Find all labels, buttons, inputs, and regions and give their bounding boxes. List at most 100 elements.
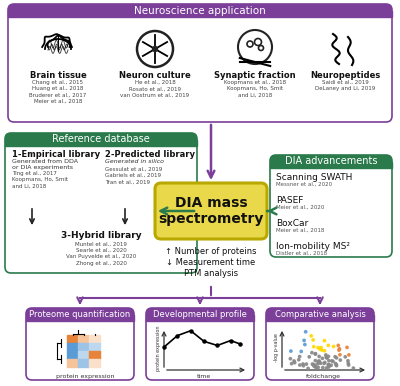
Point [298, 349, 304, 355]
Point [344, 344, 350, 350]
Text: Brain tissue: Brain tissue [30, 71, 86, 80]
Point [310, 344, 317, 350]
Text: Meier et al., 2018: Meier et al., 2018 [276, 228, 324, 233]
FancyBboxPatch shape [5, 133, 197, 146]
Point [302, 329, 309, 335]
Text: Developmental profile: Developmental profile [153, 310, 247, 319]
Bar [78, 359, 88, 366]
Bar [89, 351, 100, 359]
Point [333, 362, 340, 368]
Text: Ion-mobility MS²: Ion-mobility MS² [276, 242, 350, 251]
Point [326, 364, 332, 370]
Bar [67, 335, 78, 342]
Point [312, 351, 318, 357]
Bar [26, 315, 134, 321]
Point [310, 362, 316, 368]
Point [346, 352, 352, 358]
Point [314, 364, 320, 371]
Point [332, 361, 339, 367]
Point [328, 362, 334, 368]
Point [329, 358, 335, 364]
Point [345, 358, 351, 364]
Text: Comparative analysis: Comparative analysis [274, 310, 366, 319]
Point [320, 364, 326, 371]
Text: Proteome quantification: Proteome quantification [29, 310, 131, 319]
FancyBboxPatch shape [270, 155, 392, 168]
Text: Saidi et al., 2019
DeLaney and Li, 2019: Saidi et al., 2019 DeLaney and Li, 2019 [315, 80, 375, 91]
Point [311, 363, 317, 369]
FancyBboxPatch shape [5, 133, 197, 273]
Point [309, 361, 316, 367]
Point [301, 337, 307, 344]
Bar [67, 343, 78, 350]
Text: foldchange: foldchange [306, 374, 340, 379]
Point [319, 347, 325, 353]
Point [325, 353, 332, 359]
Text: DIA mass
spectrometry: DIA mass spectrometry [158, 196, 264, 226]
FancyBboxPatch shape [26, 308, 134, 380]
FancyBboxPatch shape [8, 4, 392, 17]
Point [317, 346, 323, 352]
Point [305, 365, 311, 371]
Point [318, 345, 324, 351]
Bar [67, 351, 78, 359]
Text: Messner et al., 2020: Messner et al., 2020 [276, 182, 332, 187]
Point [288, 348, 294, 354]
Text: Synaptic fraction: Synaptic fraction [214, 71, 296, 80]
Bar [146, 315, 254, 321]
Text: Gessulat et al., 2019
Gabriels et al., 2019
Tran et al., 2019: Gessulat et al., 2019 Gabriels et al., 2… [105, 167, 162, 185]
Point [324, 355, 330, 361]
Point [306, 354, 312, 360]
Point [333, 355, 340, 361]
Point [315, 358, 321, 364]
Bar [89, 335, 100, 342]
Point [326, 358, 332, 364]
FancyBboxPatch shape [266, 308, 374, 321]
Text: He et al., 2018
Rosato et al., 2019
van Oostrum et al., 2019: He et al., 2018 Rosato et al., 2019 van … [120, 80, 190, 98]
Point [323, 352, 329, 358]
Bar [78, 351, 88, 359]
Text: Generated in silico: Generated in silico [105, 159, 164, 164]
Bar [266, 315, 374, 321]
Point [345, 360, 352, 366]
Point [291, 358, 297, 364]
Point [315, 361, 321, 367]
Bar [78, 335, 88, 342]
Point [300, 361, 306, 367]
Bar [89, 343, 100, 350]
Point [332, 354, 338, 360]
Point [342, 354, 348, 360]
Text: Distler et al., 2018: Distler et al., 2018 [276, 251, 327, 256]
Text: Ting et al., 2017
Koopmans, Ho, Smit
and Li, 2018: Ting et al., 2017 Koopmans, Ho, Smit and… [12, 171, 68, 188]
Point [350, 365, 356, 371]
Point [316, 359, 322, 365]
Point [292, 360, 298, 366]
Point [297, 362, 303, 368]
Point [303, 361, 310, 367]
Text: Chang et al., 2015
Huang et al., 2018
Bruderer et al., 2017
Meier et al., 2018: Chang et al., 2015 Huang et al., 2018 Br… [29, 80, 87, 104]
Text: Koopmans et al., 2018
Koopmans, Ho, Smit
and Li, 2018: Koopmans et al., 2018 Koopmans, Ho, Smit… [224, 80, 286, 98]
Text: time: time [197, 374, 211, 379]
Text: Neuropeptides: Neuropeptides [310, 71, 380, 80]
Point [296, 357, 302, 363]
Point [316, 358, 322, 364]
Text: Scanning SWATH: Scanning SWATH [276, 173, 352, 182]
Bar [67, 359, 78, 366]
Point [312, 350, 319, 357]
Point [337, 357, 344, 363]
Text: 1-Empirical library: 1-Empirical library [12, 150, 100, 159]
Point [335, 342, 342, 349]
Text: PASEF: PASEF [276, 196, 303, 205]
Text: DIA advancements: DIA advancements [285, 156, 377, 166]
FancyBboxPatch shape [266, 308, 374, 380]
Bar [8, 10, 392, 17]
Bar [89, 359, 100, 366]
Bar [5, 139, 197, 146]
Point [330, 358, 336, 364]
Text: protein expression: protein expression [156, 325, 161, 371]
Point [310, 337, 316, 343]
Point [312, 364, 318, 370]
Bar [270, 161, 392, 168]
Text: Neuroscience application: Neuroscience application [134, 5, 266, 15]
Point [300, 363, 306, 369]
